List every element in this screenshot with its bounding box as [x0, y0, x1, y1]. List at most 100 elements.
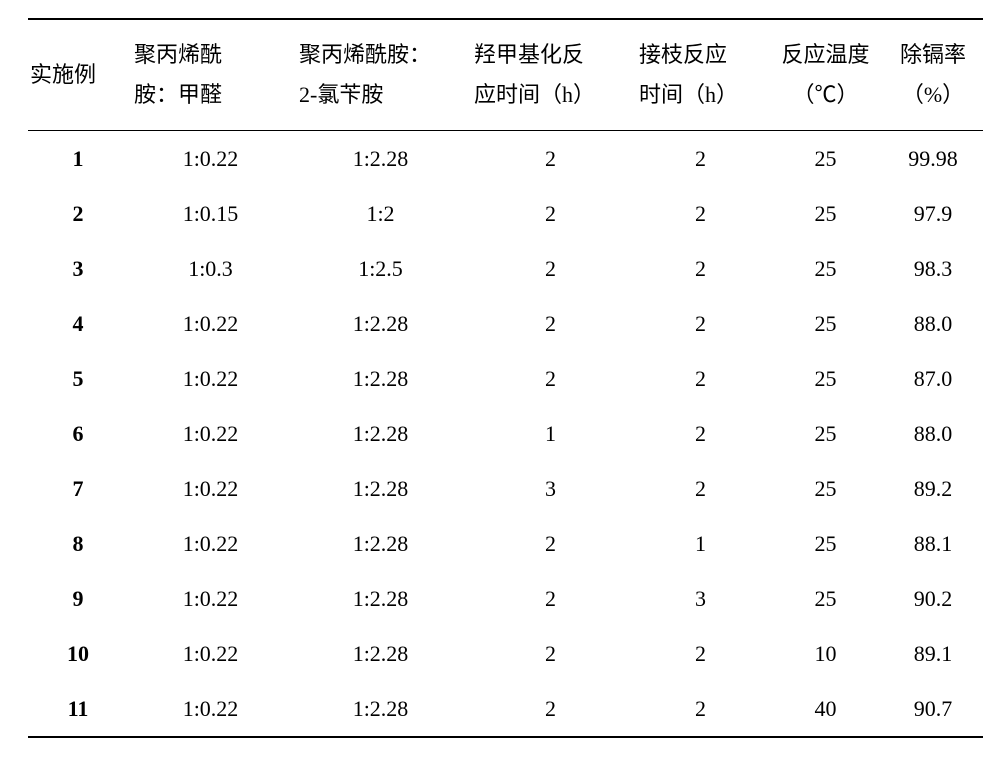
cell: 6: [28, 406, 128, 461]
hdr-text: 时间（h）: [639, 84, 738, 106]
data-table: 实施例 聚丙烯酰胺：甲醛 聚丙烯酰胺： 2-氯苄胺 羟甲基化反应时间（h） 接枝反…: [28, 18, 983, 738]
cell: 2: [633, 626, 768, 681]
cell: 8: [28, 516, 128, 571]
cell: 25: [768, 186, 883, 241]
cell: 2: [468, 241, 633, 296]
cell: 90.7: [883, 681, 983, 737]
table-row: 101:0.221:2.28221089.1: [28, 626, 983, 681]
table-row: 51:0.221:2.28222587.0: [28, 351, 983, 406]
cell: 2: [468, 516, 633, 571]
cell: 3: [28, 241, 128, 296]
hdr-text: 接枝反应: [639, 44, 727, 66]
cell: 1:0.15: [128, 186, 293, 241]
cell: 1:2.28: [293, 626, 468, 681]
cell: 1:0.22: [128, 131, 293, 187]
table-head: 实施例 聚丙烯酰胺：甲醛 聚丙烯酰胺： 2-氯苄胺 羟甲基化反应时间（h） 接枝反…: [28, 19, 983, 131]
cell: 1: [468, 406, 633, 461]
cell: 3: [633, 571, 768, 626]
cell: 1:0.22: [128, 406, 293, 461]
table-row: 41:0.221:2.28222588.0: [28, 296, 983, 351]
cell: 1:2.28: [293, 131, 468, 187]
cell: 25: [768, 516, 883, 571]
cell: 2: [468, 351, 633, 406]
cell: 11: [28, 681, 128, 737]
cell: 2: [468, 186, 633, 241]
table-row: 21:0.151:2222597.9: [28, 186, 983, 241]
cell: 9: [28, 571, 128, 626]
col-header-temp: 反应温度（℃）: [768, 19, 883, 131]
cell: 25: [768, 131, 883, 187]
cell: 2: [633, 131, 768, 187]
cell: 1:2.28: [293, 571, 468, 626]
table-row: 71:0.221:2.28322589.2: [28, 461, 983, 516]
hdr-text: 聚丙烯酰胺：: [299, 44, 431, 66]
cell: 88.0: [883, 406, 983, 461]
cell: 40: [768, 681, 883, 737]
cell: 10: [768, 626, 883, 681]
cell: 1:0.3: [128, 241, 293, 296]
cell: 2: [28, 186, 128, 241]
cell: 25: [768, 351, 883, 406]
hdr-text: 应时间（h）: [474, 84, 595, 106]
header-row: 实施例 聚丙烯酰胺：甲醛 聚丙烯酰胺： 2-氯苄胺 羟甲基化反应时间（h） 接枝反…: [28, 19, 983, 131]
cell: 1:2.28: [293, 461, 468, 516]
hdr-text: 除镉率: [900, 44, 966, 66]
cell: 1:0.22: [128, 516, 293, 571]
table-body: 11:0.221:2.28222599.9821:0.151:2222597.9…: [28, 131, 983, 738]
hdr-text: 聚丙烯酰: [134, 44, 222, 66]
cell: 2: [633, 186, 768, 241]
cell: 98.3: [883, 241, 983, 296]
cell: 1:0.22: [128, 351, 293, 406]
cell: 89.2: [883, 461, 983, 516]
cell: 2: [468, 681, 633, 737]
cell: 4: [28, 296, 128, 351]
cell: 2: [633, 296, 768, 351]
cell: 90.2: [883, 571, 983, 626]
col-header-pam-cba: 聚丙烯酰胺： 2-氯苄胺: [293, 19, 468, 131]
cell: 89.1: [883, 626, 983, 681]
cell: 2: [468, 571, 633, 626]
hdr-text: （℃）: [792, 84, 858, 106]
cell: 10: [28, 626, 128, 681]
hdr-text: 2-氯苄胺: [299, 84, 383, 106]
cell: 1:0.22: [128, 296, 293, 351]
cell: 1:2.28: [293, 406, 468, 461]
cell: 2: [468, 131, 633, 187]
hdr-text: 羟甲基化反: [474, 44, 584, 66]
cell: 25: [768, 406, 883, 461]
cell: 25: [768, 461, 883, 516]
cell: 1:2.28: [293, 681, 468, 737]
hdr-text: 胺：甲醛: [134, 84, 222, 106]
cell: 99.98: [883, 131, 983, 187]
cell: 97.9: [883, 186, 983, 241]
cell: 88.0: [883, 296, 983, 351]
cell: 25: [768, 296, 883, 351]
cell: 7: [28, 461, 128, 516]
table-row: 91:0.221:2.28232590.2: [28, 571, 983, 626]
col-header-example: 实施例: [28, 19, 128, 131]
hdr-text: （%）: [902, 84, 964, 106]
table-row: 31:0.31:2.5222598.3: [28, 241, 983, 296]
cell: 1:0.22: [128, 681, 293, 737]
cell: 5: [28, 351, 128, 406]
table-row: 81:0.221:2.28212588.1: [28, 516, 983, 571]
cell: 88.1: [883, 516, 983, 571]
cell: 2: [633, 681, 768, 737]
cell: 1: [28, 131, 128, 187]
cell: 1:2.28: [293, 296, 468, 351]
col-header-cd-removal: 除镉率 （%）: [883, 19, 983, 131]
table-row: 61:0.221:2.28122588.0: [28, 406, 983, 461]
cell: 2: [633, 351, 768, 406]
cell: 2: [633, 241, 768, 296]
cell: 25: [768, 241, 883, 296]
cell: 25: [768, 571, 883, 626]
cell: 1: [633, 516, 768, 571]
cell: 2: [633, 461, 768, 516]
col-header-hydroxy-time: 羟甲基化反应时间（h）: [468, 19, 633, 131]
table-row: 11:0.221:2.28222599.98: [28, 131, 983, 187]
table-row: 111:0.221:2.28224090.7: [28, 681, 983, 737]
col-header-graft-time: 接枝反应时间（h）: [633, 19, 768, 131]
col-header-pam-formald: 聚丙烯酰胺：甲醛: [128, 19, 293, 131]
cell: 2: [633, 406, 768, 461]
cell: 1:2: [293, 186, 468, 241]
